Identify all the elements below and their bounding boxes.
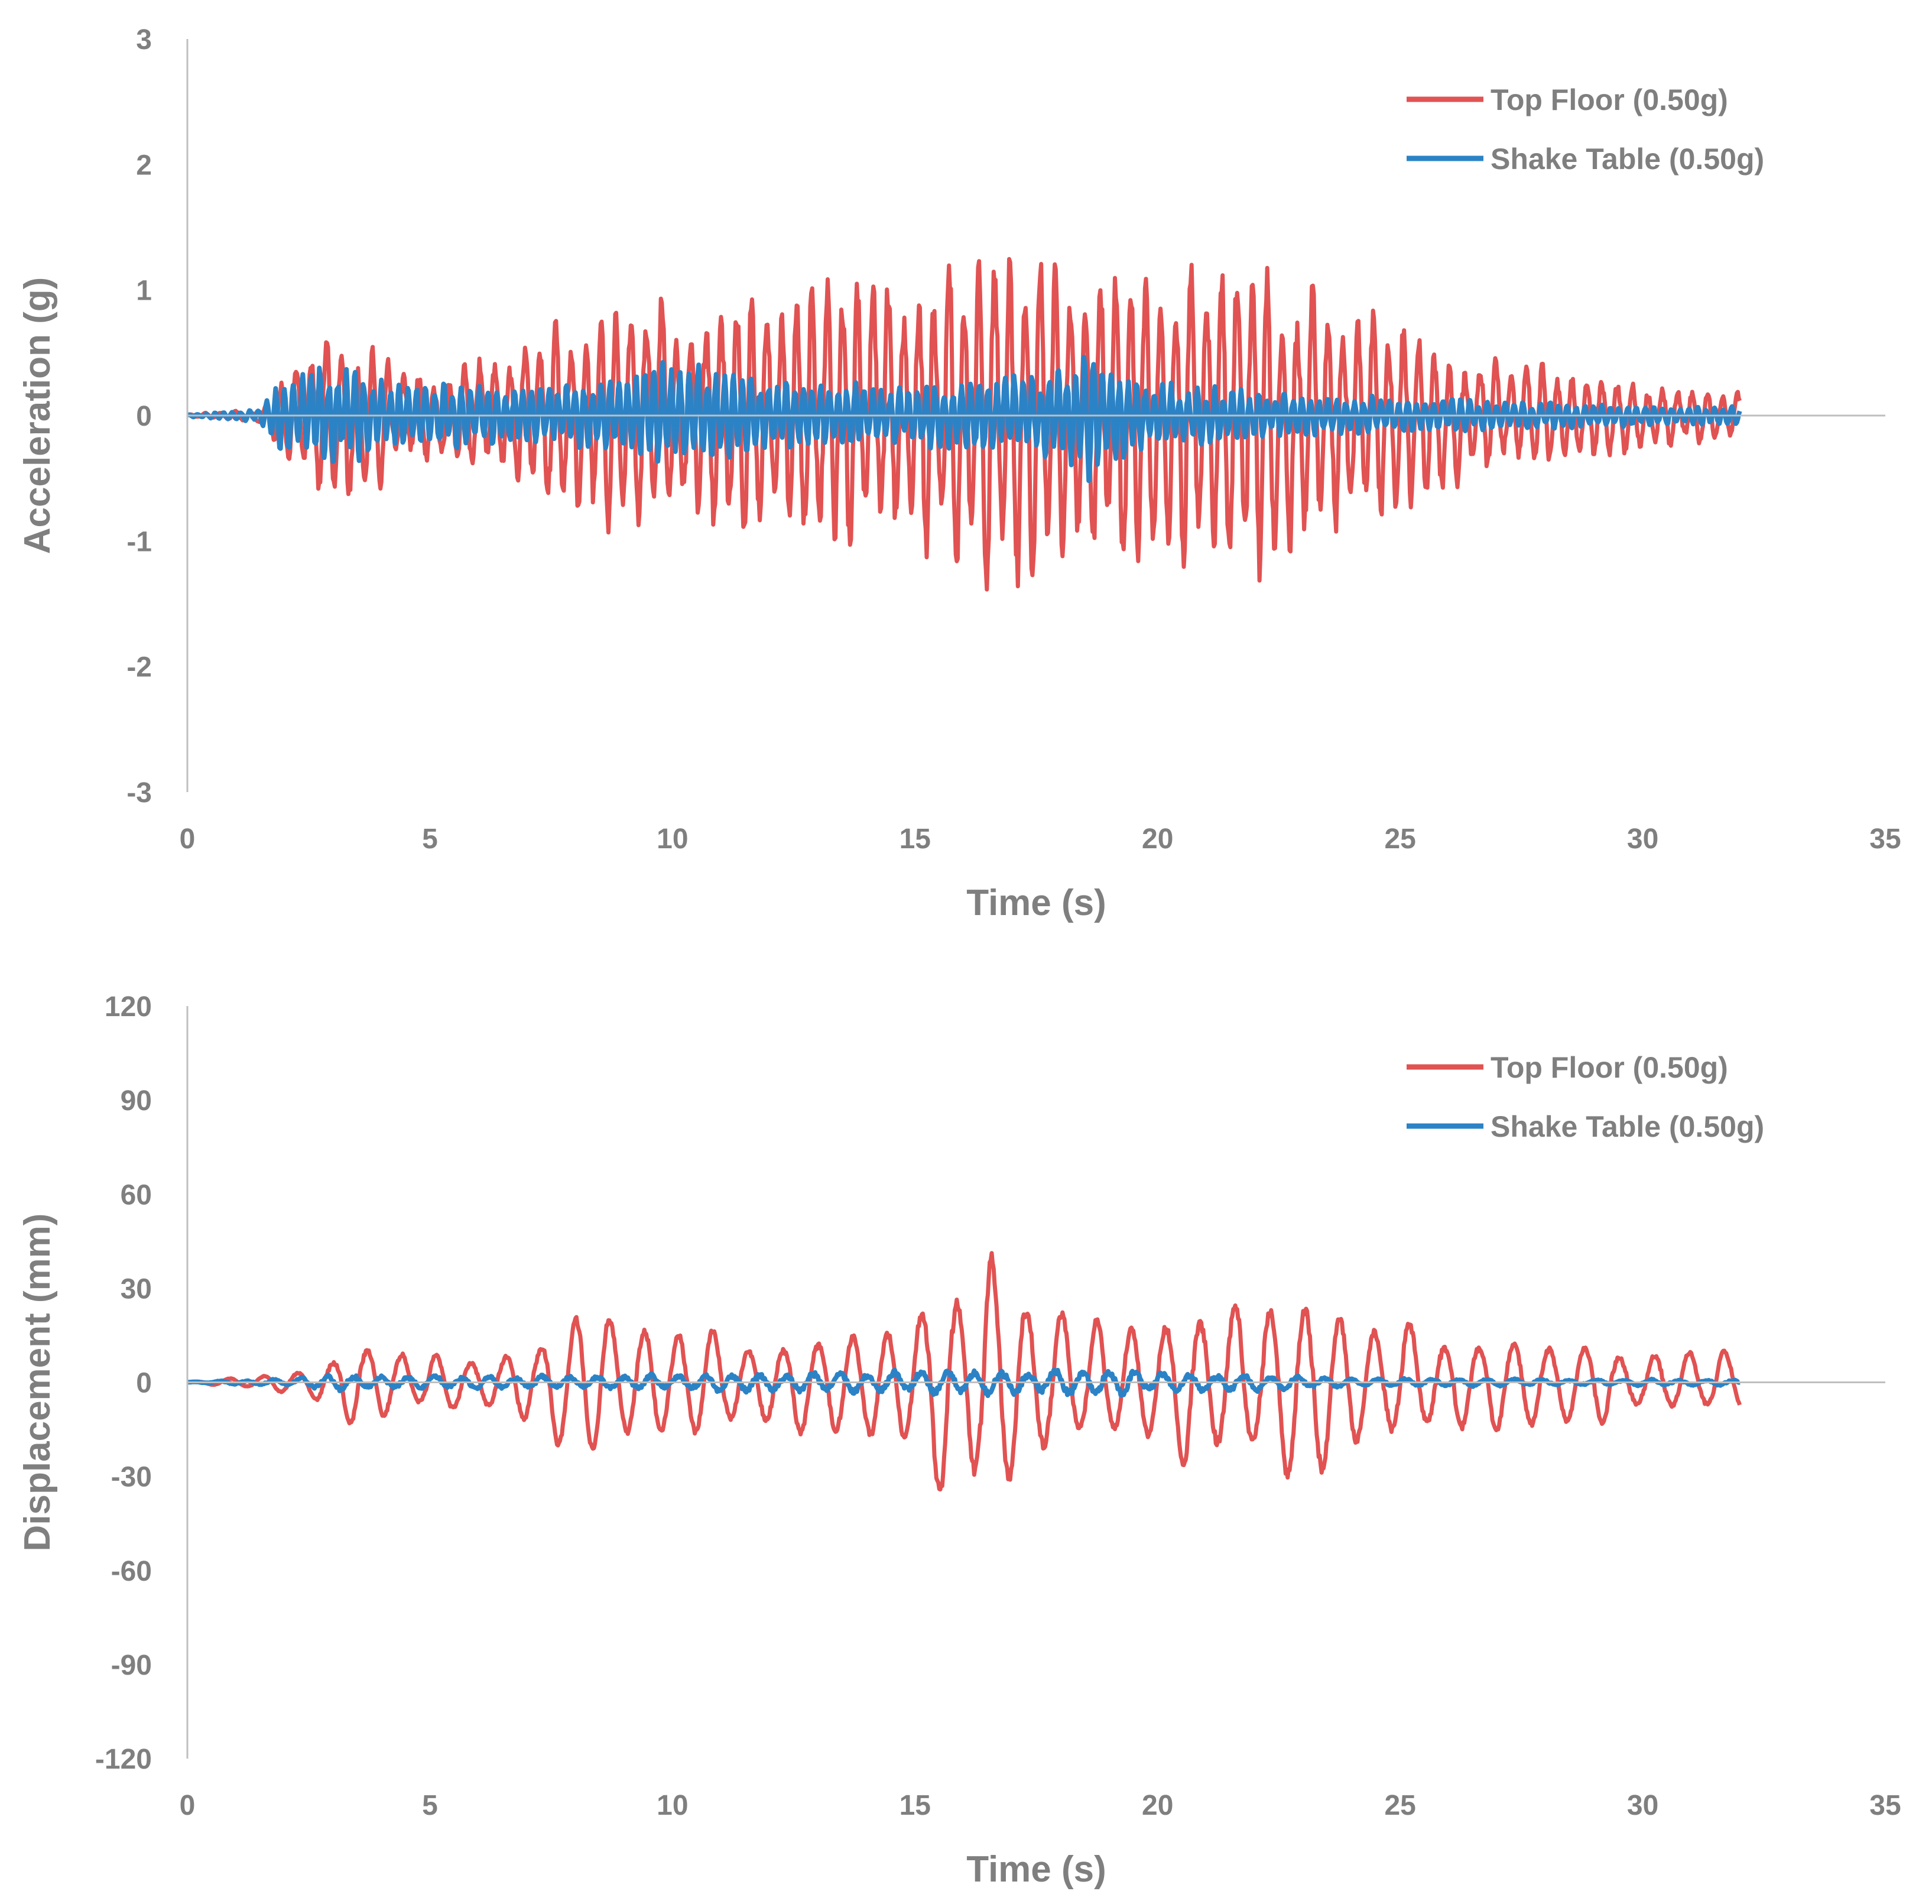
displacement-x-tick-labels: 0 5 10 15 20 25 30 35 xyxy=(180,1790,1901,1821)
acceleration-series-shake-table-line xyxy=(186,355,1742,484)
acceleration-x-tick-label: 0 xyxy=(180,823,196,855)
displacement-legend-label-shake-table: Shake Table (0.50g) xyxy=(1491,1110,1764,1143)
displacement-x-tick-label: 30 xyxy=(1627,1790,1658,1821)
acceleration-y-tick-label: -3 xyxy=(126,777,152,809)
acceleration-legend: Top Floor (0.50g) Shake Table (0.50g) xyxy=(1407,83,1764,176)
acceleration-x-tick-label: 15 xyxy=(900,823,931,855)
acceleration-x-tick-label: 5 xyxy=(422,823,438,855)
acceleration-y-tick-label: 3 xyxy=(136,24,152,56)
acceleration-x-tick-labels: 0 5 10 15 20 25 30 35 xyxy=(180,823,1901,855)
displacement-x-tick-label: 10 xyxy=(657,1790,688,1821)
displacement-y-axis-label: Displacement (mm) xyxy=(17,1214,58,1552)
displacement-x-tick-label: 5 xyxy=(422,1790,438,1821)
acceleration-y-tick-labels: -3 -2 -1 0 1 2 3 xyxy=(126,24,152,809)
acceleration-y-tick-label: 0 xyxy=(136,401,152,432)
displacement-x-tick-label: 35 xyxy=(1869,1790,1901,1821)
acceleration-y-tick-label: -1 xyxy=(126,526,152,557)
displacement-y-tick-label: -60 xyxy=(111,1556,152,1587)
acceleration-legend-label-shake-table: Shake Table (0.50g) xyxy=(1491,142,1764,176)
acceleration-legend-label-top-floor: Top Floor (0.50g) xyxy=(1491,83,1728,116)
displacement-x-axis-label: Time (s) xyxy=(966,1849,1106,1890)
displacement-x-tick-label: 20 xyxy=(1142,1790,1173,1821)
acceleration-y-tick-label: 1 xyxy=(136,275,152,307)
displacement-chart: -120 -90 -60 -30 0 30 60 90 120 0 5 10 15 20 25 30 35 T… xyxy=(17,991,1901,1890)
displacement-y-tick-label: -90 xyxy=(111,1650,152,1681)
acceleration-x-tick-label: 25 xyxy=(1384,823,1415,855)
displacement-legend: Top Floor (0.50g) Shake Table (0.50g) xyxy=(1407,1051,1764,1143)
displacement-series-top-floor-line xyxy=(186,1251,1742,1492)
displacement-y-tick-label: 30 xyxy=(121,1273,152,1305)
displacement-x-tick-label: 0 xyxy=(180,1790,196,1821)
acceleration-x-tick-label: 35 xyxy=(1869,823,1901,855)
acceleration-series-layer xyxy=(186,257,1742,592)
displacement-series-layer xyxy=(186,1251,1742,1492)
acceleration-y-tick-label: 2 xyxy=(136,150,152,181)
displacement-y-tick-label: -120 xyxy=(95,1744,152,1775)
displacement-legend-label-top-floor: Top Floor (0.50g) xyxy=(1491,1051,1728,1084)
acceleration-x-tick-label: 10 xyxy=(657,823,688,855)
acceleration-y-tick-label: -2 xyxy=(126,652,152,683)
displacement-x-tick-label: 15 xyxy=(900,1790,931,1821)
displacement-y-tick-label: 120 xyxy=(105,991,152,1023)
acceleration-x-axis-label: Time (s) xyxy=(966,883,1106,923)
displacement-y-tick-label: 90 xyxy=(121,1085,152,1117)
displacement-y-tick-label: 60 xyxy=(121,1179,152,1211)
displacement-y-tick-label: -30 xyxy=(111,1462,152,1493)
acceleration-y-axis-label: Acceleration (g) xyxy=(17,277,58,554)
displacement-y-tick-label: 0 xyxy=(136,1368,152,1399)
acceleration-x-tick-label: 20 xyxy=(1142,823,1173,855)
displacement-y-tick-labels: -120 -90 -60 -30 0 30 60 90 120 xyxy=(95,991,152,1775)
displacement-x-tick-label: 25 xyxy=(1384,1790,1415,1821)
acceleration-x-tick-label: 30 xyxy=(1627,823,1658,855)
acceleration-chart: -3 -2 -1 0 1 2 3 0 5 10 15 20 25 30 35 Time (s) Accel… xyxy=(17,24,1901,923)
